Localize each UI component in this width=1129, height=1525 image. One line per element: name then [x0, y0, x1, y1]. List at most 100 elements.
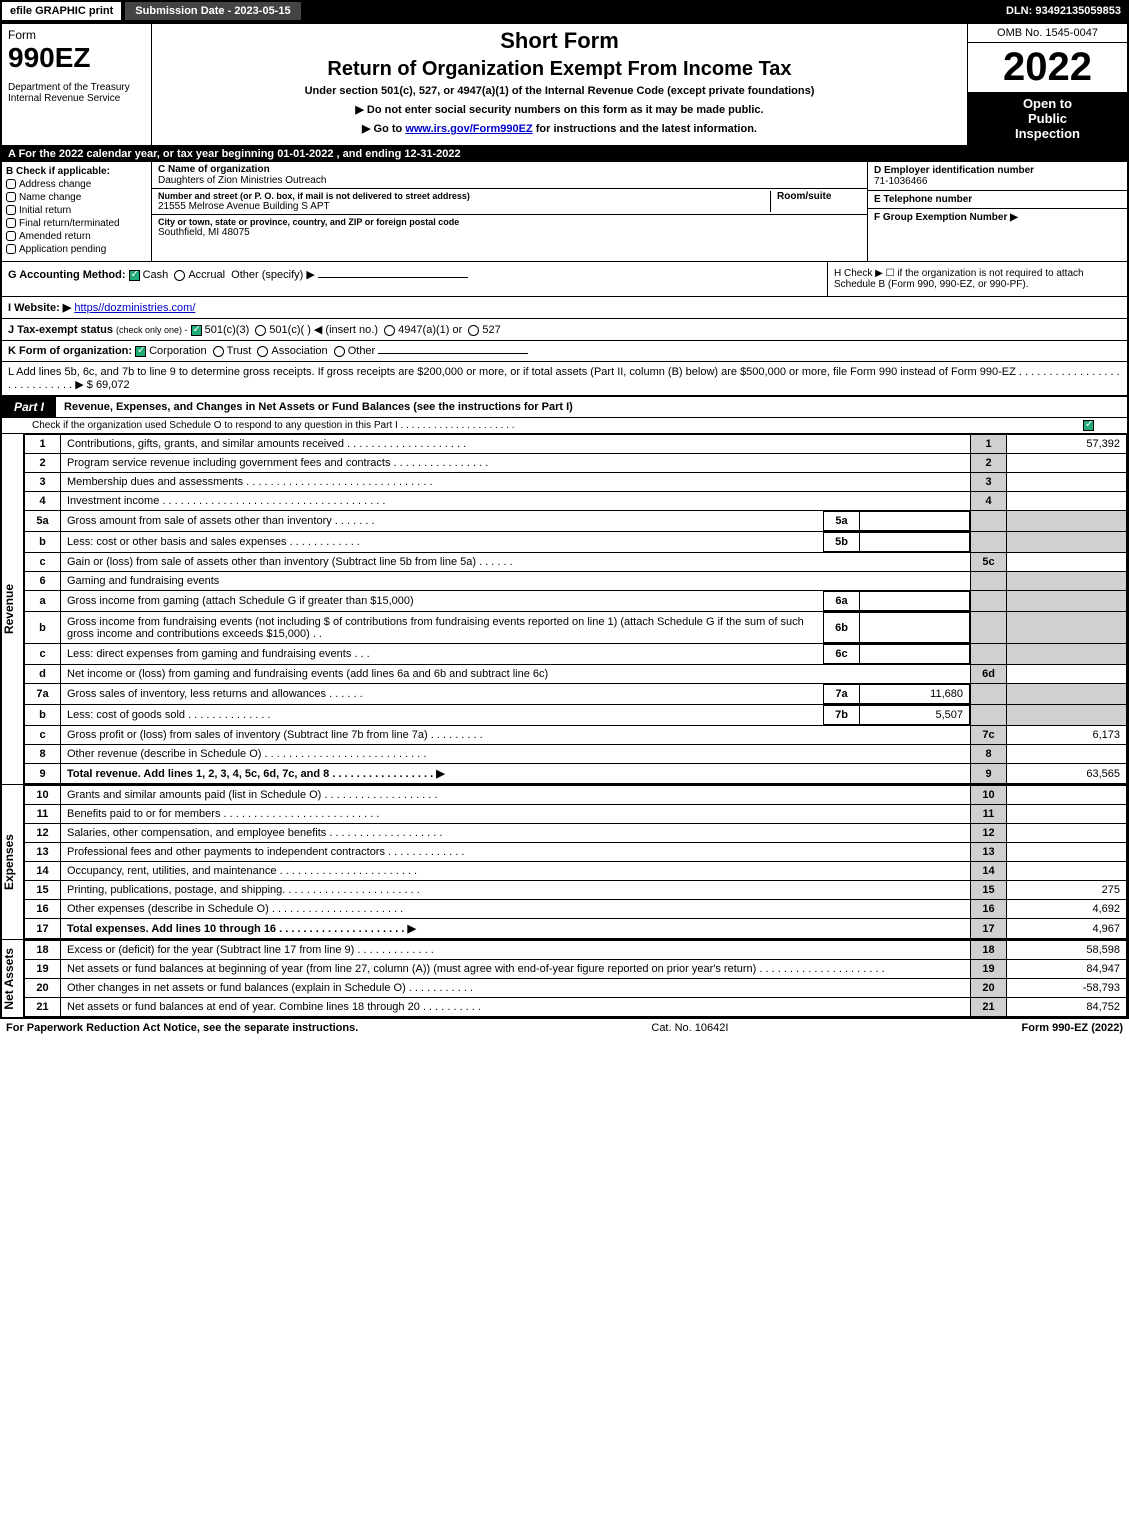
chk-pending[interactable] — [6, 244, 16, 254]
chk-527[interactable] — [468, 325, 479, 336]
other-org-line — [378, 353, 528, 354]
instr-link: ▶ Go to www.irs.gov/Form990EZ for instru… — [156, 122, 963, 135]
chk-schedule-o[interactable] — [1083, 420, 1094, 431]
netassets-section: Net Assets 18Excess or (deficit) for the… — [2, 939, 1127, 1017]
main-title: Return of Organization Exempt From Incom… — [156, 58, 963, 81]
revenue-vlabel: Revenue — [2, 584, 23, 634]
chk-final-return[interactable] — [6, 218, 16, 228]
table-row: 19Net assets or fund balances at beginni… — [25, 960, 1127, 979]
part-i-tab: Part I — [2, 397, 56, 417]
efile-print-button[interactable]: efile GRAPHIC print — [0, 0, 123, 22]
table-row: 12Salaries, other compensation, and empl… — [25, 824, 1127, 843]
omb-number: OMB No. 1545-0047 — [968, 24, 1127, 43]
name-label: C Name of organization — [158, 164, 326, 175]
ein-label: D Employer identification number — [874, 165, 1034, 176]
form-container: Form 990EZ Department of the Treasury In… — [0, 22, 1129, 1019]
revenue-table: 1Contributions, gifts, grants, and simil… — [24, 434, 1127, 784]
section-h: H Check ▶ ☐ if the organization is not r… — [827, 262, 1127, 296]
city-label: City or town, state or province, country… — [158, 217, 459, 227]
dln-label: DLN: 93492135059853 — [998, 0, 1129, 22]
table-row: 4Investment income . . . . . . . . . . .… — [25, 492, 1127, 511]
table-row: cGain or (loss) from sale of assets othe… — [25, 553, 1127, 572]
table-row: 8Other revenue (describe in Schedule O) … — [25, 745, 1127, 764]
section-c: C Name of organization Daughters of Zion… — [152, 162, 867, 261]
chk-501c3[interactable] — [191, 325, 202, 336]
table-row: 2Program service revenue including gover… — [25, 454, 1127, 473]
top-bar: efile GRAPHIC print Submission Date - 20… — [0, 0, 1129, 22]
chk-501c[interactable] — [255, 325, 266, 336]
table-row: 14Occupancy, rent, utilities, and mainte… — [25, 862, 1127, 881]
info-grid: B Check if applicable: Address change Na… — [2, 162, 1127, 262]
table-row: 6Gaming and fundraising events — [25, 572, 1127, 591]
table-row: bGross income from fundraising events (n… — [25, 612, 1127, 644]
chk-other-org[interactable] — [334, 346, 345, 357]
section-d: D Employer identification number 71-1036… — [867, 162, 1127, 261]
table-row: 20Other changes in net assets or fund ba… — [25, 979, 1127, 998]
chk-trust[interactable] — [213, 346, 224, 357]
table-row: aGross income from gaming (attach Schedu… — [25, 591, 1127, 612]
tel-label: E Telephone number — [874, 194, 972, 205]
expenses-vlabel: Expenses — [2, 834, 23, 890]
netassets-vlabel: Net Assets — [2, 948, 23, 1010]
chk-address-change[interactable] — [6, 179, 16, 189]
section-b: B Check if applicable: Address change Na… — [2, 162, 152, 261]
table-row: 3Membership dues and assessments . . . .… — [25, 473, 1127, 492]
tax-year: 2022 — [968, 43, 1127, 92]
inspection-badge: Open to Public Inspection — [968, 92, 1127, 145]
table-row: 11Benefits paid to or for members . . . … — [25, 805, 1127, 824]
footer-left: For Paperwork Reduction Act Notice, see … — [6, 1022, 358, 1034]
irs-link[interactable]: www.irs.gov/Form990EZ — [405, 123, 532, 135]
room-label: Room/suite — [777, 191, 861, 202]
table-row: 7aGross sales of inventory, less returns… — [25, 684, 1127, 705]
section-l: L Add lines 5b, 6c, and 7b to line 9 to … — [2, 362, 1127, 396]
revenue-section: Revenue 1Contributions, gifts, grants, a… — [2, 433, 1127, 784]
chk-amended[interactable] — [6, 231, 16, 241]
part-i-title: Revenue, Expenses, and Changes in Net As… — [56, 398, 1127, 416]
table-row: 13Professional fees and other payments t… — [25, 843, 1127, 862]
table-row: bLess: cost or other basis and sales exp… — [25, 532, 1127, 553]
header-left: Form 990EZ Department of the Treasury In… — [2, 24, 152, 145]
section-k: K Form of organization: Corporation Trus… — [2, 341, 1127, 362]
part-i-sub: Check if the organization used Schedule … — [2, 418, 1127, 433]
chk-cash[interactable] — [129, 270, 140, 281]
section-i: I Website: ▶ https//dozministries.com/ — [2, 297, 1127, 319]
table-row: 5aGross amount from sale of assets other… — [25, 511, 1127, 532]
row-gh: G Accounting Method: Cash Accrual Other … — [2, 262, 1127, 297]
subtitle: Under section 501(c), 527, or 4947(a)(1)… — [156, 85, 963, 97]
org-address: 21555 Melrose Avenue Building S APT — [158, 201, 770, 212]
group-label: F Group Exemption Number ▶ — [874, 212, 1018, 223]
expenses-section: Expenses 10Grants and similar amounts pa… — [2, 784, 1127, 939]
chk-name-change[interactable] — [6, 192, 16, 202]
section-g: G Accounting Method: Cash Accrual Other … — [2, 262, 827, 296]
chk-initial-return[interactable] — [6, 205, 16, 215]
table-row: bLess: cost of goods sold . . . . . . . … — [25, 705, 1127, 726]
table-row: 10Grants and similar amounts paid (list … — [25, 786, 1127, 805]
form-number: 990EZ — [8, 42, 145, 74]
ein-value: 71-1036466 — [874, 176, 1121, 187]
chk-accrual[interactable] — [174, 270, 185, 281]
chk-corp[interactable] — [135, 346, 146, 357]
irs-label: Internal Revenue Service — [8, 93, 145, 104]
website-link[interactable]: https//dozministries.com/ — [74, 302, 195, 314]
org-city: Southfield, MI 48075 — [158, 227, 459, 238]
dept-label: Department of the Treasury — [8, 82, 145, 93]
submission-date-button[interactable]: Submission Date - 2023-05-15 — [123, 0, 302, 22]
table-row: 21Net assets or fund balances at end of … — [25, 998, 1127, 1017]
table-row: cGross profit or (loss) from sales of in… — [25, 726, 1127, 745]
addr-label: Number and street (or P. O. box, if mail… — [158, 191, 770, 201]
header-center: Short Form Return of Organization Exempt… — [152, 24, 967, 145]
table-row: 16Other expenses (describe in Schedule O… — [25, 900, 1127, 919]
row-a-tax-year: A For the 2022 calendar year, or tax yea… — [2, 146, 1127, 162]
footer-right: Form 990-EZ (2022) — [1022, 1022, 1123, 1034]
part-i-header: Part I Revenue, Expenses, and Changes in… — [2, 396, 1127, 418]
expenses-table: 10Grants and similar amounts paid (list … — [24, 785, 1127, 939]
chk-4947[interactable] — [384, 325, 395, 336]
page-footer: For Paperwork Reduction Act Notice, see … — [0, 1019, 1129, 1037]
org-name: Daughters of Zion Ministries Outreach — [158, 175, 326, 186]
header-right: OMB No. 1545-0047 2022 Open to Public In… — [967, 24, 1127, 145]
chk-assoc[interactable] — [257, 346, 268, 357]
instr-ssn: ▶ Do not enter social security numbers o… — [156, 103, 963, 116]
sec-b-title: B Check if applicable: — [6, 166, 147, 177]
other-specify-line — [318, 277, 468, 278]
table-row: cLess: direct expenses from gaming and f… — [25, 644, 1127, 665]
